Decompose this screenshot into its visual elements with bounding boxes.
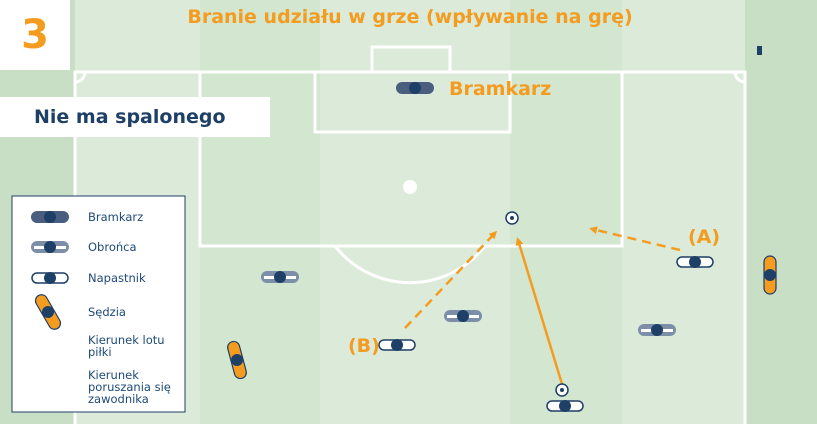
legend-item: Napastnik	[88, 271, 146, 285]
subtitle: Nie ma spalonego	[0, 97, 270, 137]
label-b: (B)	[348, 335, 380, 357]
title: Branie udziału w grze (wpływanie na grę)	[187, 6, 633, 28]
goalkeeper-label: Bramkarz	[449, 78, 552, 100]
badge: 3	[0, 0, 70, 70]
legend-item: Kierunek poruszania się zawodnika	[88, 368, 171, 406]
legend-item: Sędzia	[88, 305, 126, 319]
legend-item: Obrońca	[88, 240, 137, 254]
legend-item: Kierunek lotu piłki	[88, 333, 165, 359]
legend-item: Bramkarz	[88, 210, 144, 224]
label-a: (A)	[688, 226, 721, 248]
